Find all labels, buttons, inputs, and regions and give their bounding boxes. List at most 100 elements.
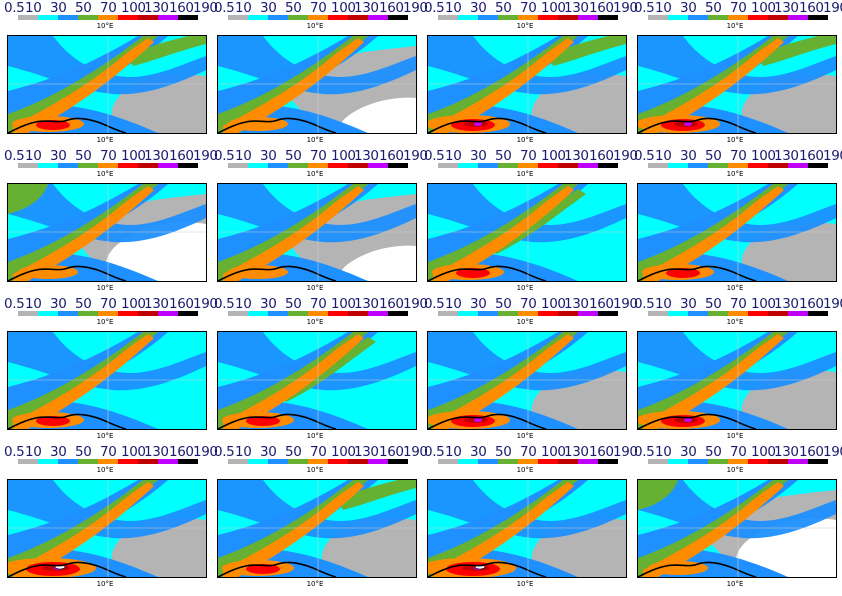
- colorbar-swatch: [688, 311, 708, 316]
- colorbar-swatch: [668, 163, 688, 168]
- colorbar-label: 10: [235, 0, 252, 16]
- colorbar: [648, 459, 828, 464]
- colorbar-label: 30: [470, 148, 487, 164]
- colorbar-swatch: [368, 15, 388, 20]
- precip-map-svg: [218, 36, 416, 133]
- colorbar-swatch: [268, 459, 288, 464]
- top-longitude-label: 10°E: [96, 318, 114, 326]
- colorbar-swatch: [558, 15, 578, 20]
- colorbar-label: 130: [774, 148, 799, 164]
- bottom-longitude-label: 10°E: [306, 284, 324, 292]
- colorbar-swatch: [158, 311, 178, 316]
- precip-map-svg: [428, 36, 626, 133]
- orange-band: [13, 482, 154, 577]
- bottom-longitude-label: 10°E: [96, 136, 114, 144]
- colorbar-swatch: [178, 15, 198, 20]
- precip-map: [7, 331, 207, 430]
- colorbar-swatch: [648, 163, 668, 168]
- coastline: [218, 265, 337, 281]
- colorbar-swatch: [248, 459, 268, 464]
- colorbar-label: 0.5: [4, 148, 25, 164]
- colorbar-swatch: [348, 311, 368, 316]
- precip-map: [217, 479, 417, 578]
- top-longitude-label: 10°E: [516, 170, 534, 178]
- colorbar-swatch: [788, 163, 808, 168]
- colorbar-label: 160: [379, 0, 404, 16]
- colorbar-label: 30: [680, 296, 697, 312]
- precip-map-svg: [8, 36, 206, 133]
- colorbar-swatch: [648, 15, 668, 20]
- red-core: [36, 120, 70, 130]
- colorbar-label: 70: [730, 148, 747, 164]
- colorbar-swatch: [768, 459, 788, 464]
- colorbar-swatch: [598, 459, 618, 464]
- colorbar-label: 100: [121, 444, 146, 460]
- colorbar-swatch: [688, 163, 708, 168]
- red-core: [246, 564, 280, 574]
- colorbar-label: 50: [705, 0, 722, 16]
- colorbar: [18, 311, 198, 316]
- precip-map: [7, 479, 207, 578]
- top-longitude-label: 10°E: [96, 466, 114, 474]
- top-longitude-label: 10°E: [96, 170, 114, 178]
- precip-map-svg: [638, 184, 836, 281]
- colorbar-label: 160: [379, 444, 404, 460]
- top-longitude-label: 10°E: [726, 22, 744, 30]
- colorbar-label: 50: [75, 148, 92, 164]
- magenta-core: [474, 418, 482, 422]
- colorbar-label: 190: [403, 296, 428, 312]
- green-lobe: [338, 480, 416, 510]
- colorbar-swatch: [668, 15, 688, 20]
- colorbar-label: 190: [613, 0, 638, 16]
- top-longitude-label: 10°E: [726, 170, 744, 178]
- colorbar: [228, 15, 408, 20]
- colorbar-label: 130: [354, 0, 379, 16]
- colorbar-label: 0.5: [424, 296, 445, 312]
- colorbar-swatch: [788, 311, 808, 316]
- colorbar-label: 30: [680, 148, 697, 164]
- colorbar-label: 160: [799, 296, 824, 312]
- colorbar-swatch: [228, 311, 248, 316]
- colorbar-swatch: [558, 311, 578, 316]
- colorbar-swatch: [518, 311, 538, 316]
- colorbar-label: 50: [285, 444, 302, 460]
- colorbar-swatch: [288, 163, 308, 168]
- green-lobe: [548, 36, 626, 66]
- colorbar-label: 160: [799, 444, 824, 460]
- red-core: [456, 268, 490, 278]
- colorbar-swatch: [248, 163, 268, 168]
- colorbar-swatch: [438, 163, 458, 168]
- precip-map: [427, 35, 627, 134]
- colorbar-label: 10: [235, 148, 252, 164]
- coastline: [638, 561, 757, 577]
- coastline: [428, 561, 547, 577]
- colorbar-label: 100: [331, 444, 356, 460]
- colorbar-swatch: [518, 15, 538, 20]
- colorbar-swatch: [18, 163, 38, 168]
- bottom-longitude-label: 10°E: [516, 580, 534, 588]
- colorbar-swatch: [308, 311, 328, 316]
- red-core: [246, 416, 280, 426]
- colorbar-label: 190: [823, 0, 842, 16]
- top-longitude-label: 10°E: [516, 22, 534, 30]
- colorbar-label: 100: [121, 148, 146, 164]
- colorbar-swatch: [228, 459, 248, 464]
- orange-band: [223, 334, 364, 429]
- colorbar-label: 160: [169, 0, 194, 16]
- colorbar-label: 50: [705, 148, 722, 164]
- colorbar-label: 0.5: [634, 0, 655, 16]
- colorbar-swatch: [538, 163, 558, 168]
- colorbar-label: 30: [50, 148, 67, 164]
- colorbar-swatch: [538, 15, 558, 20]
- colorbar-swatch: [308, 459, 328, 464]
- colorbar-swatch: [498, 311, 518, 316]
- colorbar-swatch: [498, 459, 518, 464]
- precip-map-svg: [638, 332, 836, 429]
- colorbar-swatch: [348, 163, 368, 168]
